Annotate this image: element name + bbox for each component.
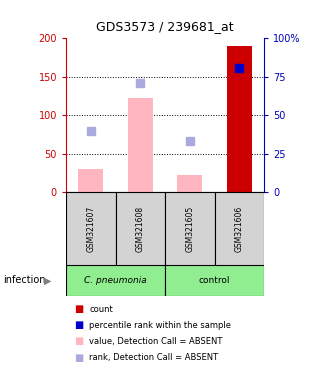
Text: GSM321608: GSM321608 bbox=[136, 205, 145, 252]
Text: GSM321605: GSM321605 bbox=[185, 205, 194, 252]
Text: percentile rank within the sample: percentile rank within the sample bbox=[89, 321, 231, 330]
Bar bbox=[165, 265, 264, 296]
Text: GSM321607: GSM321607 bbox=[86, 205, 95, 252]
Bar bbox=[66, 192, 115, 265]
Text: ■: ■ bbox=[74, 336, 83, 346]
Text: ■: ■ bbox=[74, 304, 83, 314]
Text: ■: ■ bbox=[74, 320, 83, 330]
Text: value, Detection Call = ABSENT: value, Detection Call = ABSENT bbox=[89, 337, 222, 346]
Bar bbox=[165, 192, 214, 265]
Bar bbox=[115, 192, 165, 265]
Text: GSM321606: GSM321606 bbox=[235, 205, 244, 252]
Text: infection: infection bbox=[3, 275, 46, 285]
Text: ■: ■ bbox=[74, 353, 83, 362]
Bar bbox=[227, 46, 251, 192]
Text: GDS3573 / 239681_at: GDS3573 / 239681_at bbox=[96, 20, 234, 33]
Bar bbox=[128, 98, 152, 192]
Bar bbox=[214, 192, 264, 265]
Text: ▶: ▶ bbox=[44, 275, 51, 285]
Bar bbox=[79, 169, 103, 192]
Text: rank, Detection Call = ABSENT: rank, Detection Call = ABSENT bbox=[89, 353, 218, 362]
Bar bbox=[66, 265, 165, 296]
Text: C. pneumonia: C. pneumonia bbox=[84, 276, 147, 285]
Text: count: count bbox=[89, 305, 113, 314]
Bar bbox=[178, 175, 202, 192]
Text: control: control bbox=[199, 276, 230, 285]
